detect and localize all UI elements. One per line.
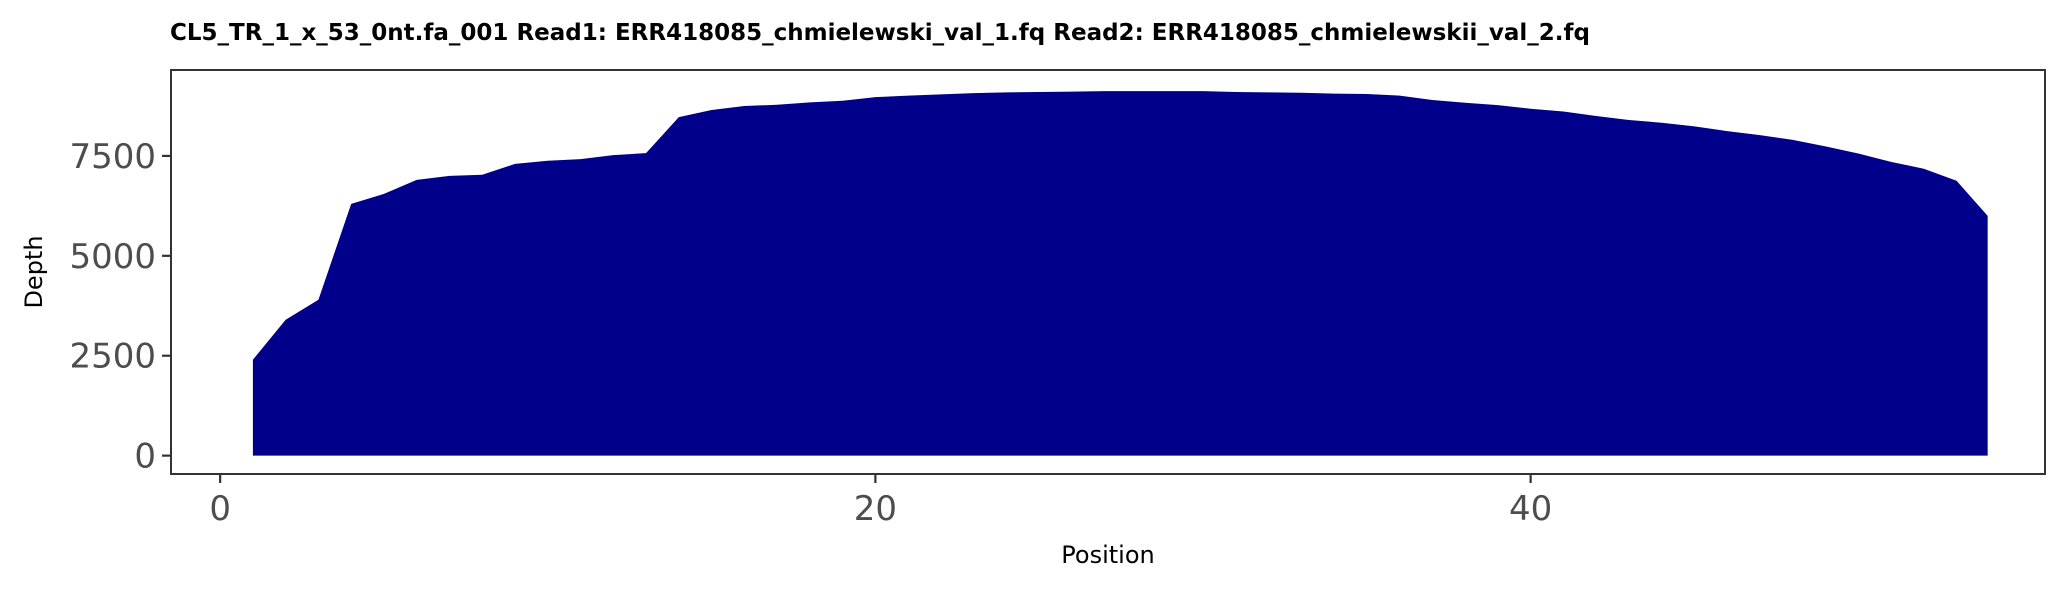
x-tick-label: 0: [209, 489, 231, 529]
y-axis: 0 2500 5000 7500: [69, 137, 171, 477]
plot-area: [252, 91, 1988, 456]
plot-panel-border: [170, 69, 2046, 475]
depth-area-series-0: [252, 91, 1988, 456]
y-tick-label: 7500: [69, 137, 156, 177]
chart-title: CL5_TR_1_x_53_0nt.fa_001 Read1: ERR41808…: [170, 20, 1590, 46]
y-tick-label: 2500: [69, 337, 156, 377]
y-tick-label: 5000: [69, 237, 156, 277]
y-axis-title: Depth: [20, 235, 48, 308]
x-axis: 0 20 40: [209, 474, 1552, 529]
x-tick-label: 20: [854, 489, 897, 529]
y-tick-label: 0: [134, 437, 156, 477]
x-tick-label: 40: [1509, 489, 1552, 529]
x-axis-title: Position: [1061, 541, 1154, 569]
